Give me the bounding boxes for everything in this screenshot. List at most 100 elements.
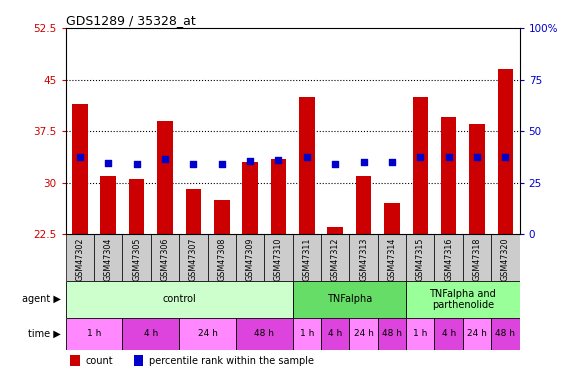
Text: 48 h: 48 h	[496, 329, 516, 338]
Text: 48 h: 48 h	[382, 329, 402, 338]
Bar	[134, 355, 143, 366]
Bar	[66, 234, 94, 281]
Bar	[207, 234, 236, 281]
Bar	[271, 159, 286, 234]
Bar	[491, 318, 520, 350]
Text: TNFalpha and
parthenolide: TNFalpha and parthenolide	[429, 289, 496, 310]
Text: control: control	[162, 294, 196, 304]
Bar	[179, 234, 207, 281]
Bar	[72, 104, 88, 234]
Text: time ▶: time ▶	[29, 329, 61, 339]
Text: GSM47307: GSM47307	[189, 238, 198, 281]
Bar	[293, 234, 321, 281]
Text: percentile rank within the sample: percentile rank within the sample	[148, 356, 313, 366]
Point	[132, 161, 141, 167]
Bar	[293, 318, 321, 350]
Text: GSM47312: GSM47312	[331, 238, 340, 281]
Bar	[378, 234, 406, 281]
Bar	[412, 97, 428, 234]
Bar	[378, 318, 406, 350]
Bar	[356, 176, 371, 234]
Bar	[122, 234, 151, 281]
Text: GSM47302: GSM47302	[75, 238, 85, 281]
Bar	[151, 234, 179, 281]
Text: GSM47310: GSM47310	[274, 238, 283, 281]
Text: GSM47313: GSM47313	[359, 238, 368, 281]
Bar	[186, 189, 201, 234]
Text: GSM47316: GSM47316	[444, 238, 453, 281]
Bar	[463, 318, 491, 350]
Bar	[321, 318, 349, 350]
Bar	[179, 318, 236, 350]
Point	[359, 159, 368, 165]
Point	[274, 157, 283, 163]
Point	[160, 156, 170, 162]
Point	[472, 154, 481, 160]
Bar	[94, 234, 122, 281]
Bar	[299, 97, 315, 234]
Text: GSM47306: GSM47306	[160, 238, 170, 281]
Bar	[236, 234, 264, 281]
Text: GSM47304: GSM47304	[104, 238, 112, 281]
Text: count: count	[85, 356, 113, 366]
Bar	[463, 234, 491, 281]
Text: TNFalpha: TNFalpha	[327, 294, 372, 304]
Bar	[66, 318, 122, 350]
Bar	[384, 203, 400, 234]
Text: GSM47311: GSM47311	[302, 238, 311, 281]
Bar	[214, 200, 230, 234]
Point	[217, 161, 226, 167]
Text: 48 h: 48 h	[254, 329, 274, 338]
Point	[416, 154, 425, 160]
Text: GSM47308: GSM47308	[217, 238, 226, 281]
Bar	[122, 318, 179, 350]
Text: 1 h: 1 h	[87, 329, 101, 338]
Point	[75, 154, 85, 160]
Bar	[293, 281, 406, 318]
Point	[387, 159, 396, 165]
Bar	[327, 227, 343, 234]
Bar	[70, 355, 80, 366]
Bar	[435, 318, 463, 350]
Text: 4 h: 4 h	[441, 329, 456, 338]
Text: GSM47318: GSM47318	[473, 238, 481, 281]
Point	[189, 161, 198, 167]
Text: GSM47320: GSM47320	[501, 238, 510, 281]
Bar	[349, 234, 378, 281]
Bar	[435, 234, 463, 281]
Bar	[236, 318, 292, 350]
Bar	[66, 281, 292, 318]
Bar	[406, 318, 435, 350]
Text: GSM47315: GSM47315	[416, 238, 425, 281]
Bar	[469, 124, 485, 234]
Point	[246, 158, 255, 164]
Point	[331, 161, 340, 167]
Point	[104, 160, 113, 166]
Bar	[491, 234, 520, 281]
Point	[501, 154, 510, 160]
Bar	[157, 121, 173, 234]
Bar	[129, 179, 144, 234]
Text: GSM47309: GSM47309	[246, 238, 255, 281]
Bar	[349, 318, 378, 350]
Text: 1 h: 1 h	[300, 329, 314, 338]
Text: 24 h: 24 h	[467, 329, 487, 338]
Text: 24 h: 24 h	[198, 329, 218, 338]
Bar	[242, 162, 258, 234]
Text: GDS1289 / 35328_at: GDS1289 / 35328_at	[66, 14, 195, 27]
Text: 24 h: 24 h	[353, 329, 373, 338]
Bar	[406, 281, 520, 318]
Bar	[264, 234, 292, 281]
Point	[444, 154, 453, 160]
Point	[302, 154, 311, 160]
Text: GSM47305: GSM47305	[132, 238, 141, 281]
Text: 1 h: 1 h	[413, 329, 428, 338]
Bar	[441, 117, 456, 234]
Text: agent ▶: agent ▶	[22, 294, 61, 304]
Bar	[321, 234, 349, 281]
Text: 4 h: 4 h	[144, 329, 158, 338]
Bar	[100, 176, 116, 234]
Bar	[406, 234, 435, 281]
Text: 4 h: 4 h	[328, 329, 343, 338]
Text: GSM47314: GSM47314	[388, 238, 396, 281]
